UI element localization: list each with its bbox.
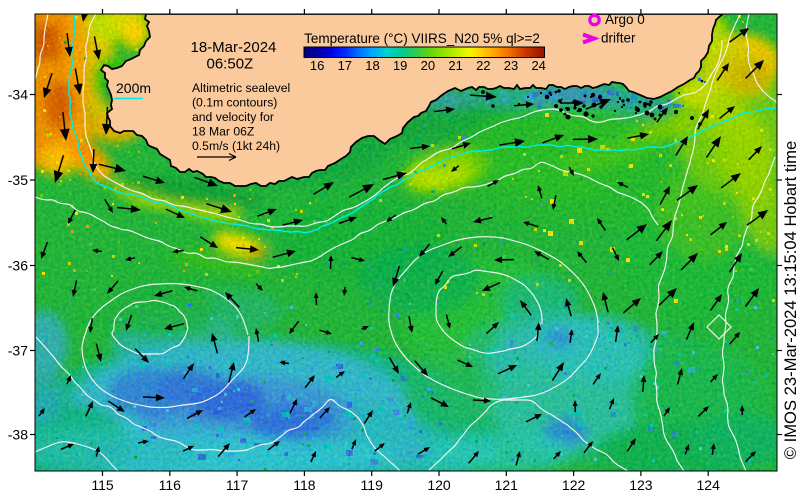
svg-text:123: 123	[629, 477, 653, 493]
svg-text:22: 22	[476, 58, 490, 73]
svg-text:200m: 200m	[116, 80, 151, 96]
svg-text:124: 124	[697, 477, 721, 493]
svg-text:116: 116	[159, 477, 182, 493]
svg-text:18 Mar 06Z: 18 Mar 06Z	[192, 125, 255, 139]
svg-text:119: 119	[361, 477, 384, 493]
svg-text:122: 122	[562, 477, 586, 493]
svg-text:drifter: drifter	[601, 31, 636, 46]
svg-text:-37: -37	[8, 343, 28, 359]
svg-text:18-Mar-2024: 18-Mar-2024	[191, 39, 277, 56]
svg-text:19: 19	[393, 58, 407, 73]
svg-text:117: 117	[226, 477, 249, 493]
svg-text:118: 118	[293, 477, 316, 493]
svg-text:21: 21	[448, 58, 462, 73]
svg-text:-34: -34	[8, 87, 28, 103]
svg-text:18: 18	[365, 58, 379, 73]
svg-text:Argo 0: Argo 0	[605, 12, 645, 27]
svg-text:20: 20	[421, 58, 435, 73]
svg-text:06:50Z: 06:50Z	[207, 56, 254, 73]
svg-text:-36: -36	[8, 258, 28, 274]
svg-text:Altimetric sealevel: Altimetric sealevel	[192, 81, 290, 95]
svg-text:23: 23	[504, 58, 518, 73]
svg-text:-35: -35	[8, 172, 28, 188]
svg-text:24: 24	[531, 58, 545, 73]
svg-text:121: 121	[495, 477, 519, 493]
svg-text:-38: -38	[8, 427, 28, 443]
svg-text:0.5m/s (1kt 24h): 0.5m/s (1kt 24h)	[192, 139, 280, 153]
svg-text:115: 115	[91, 477, 114, 493]
svg-text:© IMOS 23-Mar-2024 13:15:04 Ho: © IMOS 23-Mar-2024 13:15:04 Hobart time	[781, 141, 800, 459]
svg-text:120: 120	[427, 477, 451, 493]
svg-text:and velocity for: and velocity for	[192, 110, 274, 124]
svg-text:Temperature (°C) VIIRS_N20 5%: Temperature (°C) VIIRS_N20 5% ql>=2	[304, 31, 540, 46]
svg-text:17: 17	[338, 58, 352, 73]
svg-text:16: 16	[310, 58, 324, 73]
svg-text:(0.1m contours): (0.1m contours)	[192, 96, 277, 110]
